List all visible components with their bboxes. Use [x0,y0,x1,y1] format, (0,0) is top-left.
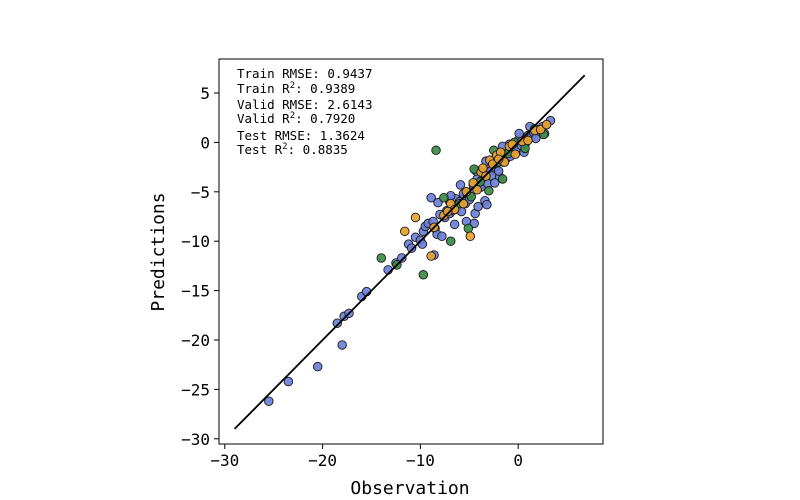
annotation-test-r2: Test R2: 0.8835 [237,142,348,157]
annotation-valid-rmse: Valid RMSE: 2.6143 [237,97,372,112]
test-point-0 [400,226,410,237]
x-tick-label-3: 0 [513,451,523,470]
x-axis-label: Observation [350,478,469,499]
train-point-48 [482,199,492,210]
points-layer [264,115,556,407]
annotation-train-rmse: Train RMSE: 0.9437 [237,66,372,81]
train-point-82 [493,166,504,176]
valid-point-11 [497,174,508,184]
plot-frame [218,58,604,445]
identity-line [233,74,586,430]
y-tick-label-4: −15 [181,282,210,301]
ticks-layer: −30 −20 −10 0 5 0 −5 −10 −15 −20 −25 −30 [181,84,523,470]
x-tick-label-2: −10 [406,451,435,470]
valid-point-1 [376,253,387,263]
test-point-24 [541,119,552,130]
test-point-26 [478,163,488,173]
train-point-80 [473,201,483,212]
y-tick-label-2: −5 [191,183,210,202]
y-tick-label-6: −25 [181,380,210,399]
train-point-85 [531,133,541,144]
train-point-13 [406,243,417,253]
train-point-1 [283,376,294,387]
valid-point-9 [484,186,494,196]
x-tick-label-0: −30 [210,451,239,470]
train-point-95 [514,128,524,139]
test-point-27 [493,154,504,164]
y-axis-label: Predictions [148,192,169,311]
series-valid [376,123,549,280]
valid-point-5 [445,236,456,246]
y-tick-label-1: 0 [200,133,210,152]
train-point-21 [426,192,436,203]
y-tick-label-5: −20 [181,331,210,350]
train-point-77 [449,219,460,230]
train-point-3 [337,340,347,350]
train-point-4 [332,318,343,328]
train-point-0 [264,396,274,407]
test-point-28 [443,206,453,217]
annotation-train-r2: Train R2: 0.9389 [237,81,355,96]
valid-point-0 [431,145,441,156]
train-point-79 [455,180,466,190]
test-point-1 [410,212,421,223]
train-point-11 [397,253,407,263]
valid-point-6 [463,223,474,234]
test-point-10 [472,185,482,195]
test-point-8 [465,231,476,242]
test-point-21 [523,135,533,146]
y-tick-label-3: −10 [181,232,210,251]
y-tick-label-0: 5 [200,84,210,103]
valid-point-3 [418,270,429,280]
annotation-valid-r2: Valid R2: 0.7920 [237,111,355,126]
test-point-19 [510,149,521,160]
test-point-2 [426,251,436,261]
annotation-test-rmse: Test RMSE: 1.3624 [237,128,365,143]
valid-point-4 [439,192,449,203]
series-test [400,119,552,261]
y-tick-label-7: −30 [181,430,210,449]
train-point-78 [437,231,447,242]
x-tick-label-1: −20 [308,451,337,470]
test-point-7 [458,198,469,209]
train-point-93 [489,178,500,188]
train-point-2 [312,361,323,372]
test-point-25 [461,187,472,197]
